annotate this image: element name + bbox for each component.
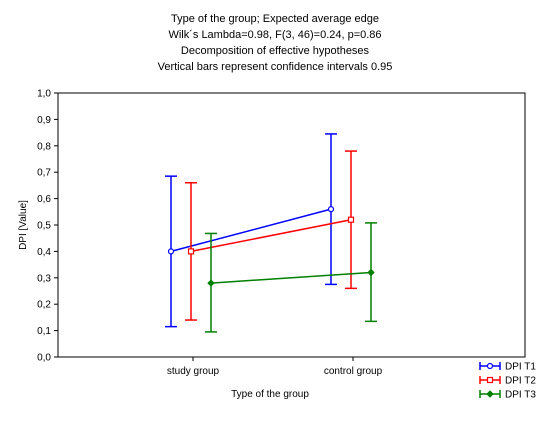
data-point [187,248,195,255]
x-axis-label: Type of the group [231,389,309,400]
y-tick-label: 0,0 [37,353,51,364]
y-tick-label: 0,3 [37,273,51,284]
data-point [327,206,335,213]
legend-label: DPI T2 [505,376,536,387]
series-line [210,271,372,284]
x-axis: study group control group [167,357,383,377]
x-tick-label: control group [324,366,383,377]
legend-item-3: DPI T3 [479,390,536,401]
title-line-3: Decomposition of effective hypotheses [181,45,370,57]
y-tick-label: 0,7 [37,168,51,179]
legend-label: DPI T1 [505,362,536,373]
y-tick-label: 0,1 [37,326,51,337]
legend: DPI T1 DPI T2 DPI T3 [479,362,536,401]
data-point [167,248,175,255]
y-axis: 0,0 0,1 0,2 0,3 0,4 0,5 0,6 0,7 0,8 0,9 1,0 [37,89,58,364]
legend-label: DPI T3 [505,390,536,401]
y-tick-label: 0,9 [37,115,51,126]
plot-frame [57,92,526,358]
y-axis-label: DPI [Value] [18,200,29,250]
series-line [190,218,352,253]
legend-marker [486,362,494,370]
series-group [165,133,377,333]
title-line-2: Wilk´s Lambda=0.98, F(3, 46)=0.24, p=0.8… [168,29,381,41]
title-line-1: Type of the group; Expected average edge [171,13,379,25]
y-tick-label: 0,6 [37,194,51,205]
title-line-4: Vertical bars represent confidence inter… [158,61,393,73]
x-tick-label: study group [167,366,220,377]
y-tick-label: 0,2 [37,300,51,311]
y-tick-label: 0,5 [37,221,51,232]
data-point [367,268,375,277]
y-tick-label: 0,8 [37,141,51,152]
y-tick-label: 1,0 [37,89,51,100]
series-line [170,208,332,253]
series-2 [185,150,357,321]
legend-marker [486,376,494,384]
data-point [207,279,215,287]
legend-item-1: DPI T1 [479,362,536,373]
series-1 [165,133,337,328]
legend-marker [486,390,494,398]
series-3 [205,222,377,333]
y-tick-label: 0,4 [37,247,51,258]
data-point [347,216,355,223]
chart-title: Type of the group; Expected average edge… [158,13,393,73]
legend-item-2: DPI T2 [479,376,536,387]
